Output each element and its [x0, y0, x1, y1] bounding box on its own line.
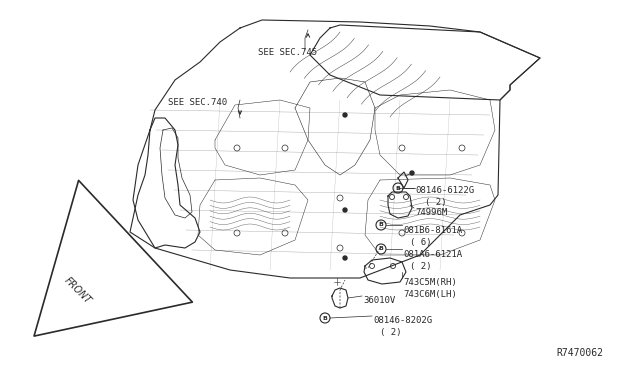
- Text: ( 2): ( 2): [380, 328, 401, 337]
- Text: ( 2): ( 2): [425, 198, 447, 207]
- Text: 08146-6122G: 08146-6122G: [415, 186, 474, 195]
- Text: 743C5M(RH): 743C5M(RH): [403, 278, 457, 287]
- Text: 081B6-8161A: 081B6-8161A: [403, 226, 462, 235]
- Text: FRONT: FRONT: [62, 275, 93, 306]
- Circle shape: [343, 208, 347, 212]
- Text: 74996M: 74996M: [415, 208, 447, 217]
- Circle shape: [343, 113, 347, 117]
- Text: SEE SEC.745: SEE SEC.745: [258, 48, 317, 57]
- Circle shape: [410, 171, 414, 175]
- Circle shape: [343, 256, 347, 260]
- Text: R7470062: R7470062: [556, 348, 603, 358]
- Text: SEE SEC.740: SEE SEC.740: [168, 98, 227, 107]
- Text: B: B: [379, 247, 383, 251]
- Text: ( 6): ( 6): [410, 238, 431, 247]
- Text: B: B: [379, 222, 383, 228]
- Text: 08146-8202G: 08146-8202G: [373, 316, 432, 325]
- Text: 743C6M(LH): 743C6M(LH): [403, 290, 457, 299]
- Text: 081A6-6121A: 081A6-6121A: [403, 250, 462, 259]
- Text: B: B: [323, 315, 328, 321]
- Text: ( 2): ( 2): [410, 262, 431, 271]
- Text: 36010V: 36010V: [363, 296, 396, 305]
- Text: B: B: [396, 186, 401, 190]
